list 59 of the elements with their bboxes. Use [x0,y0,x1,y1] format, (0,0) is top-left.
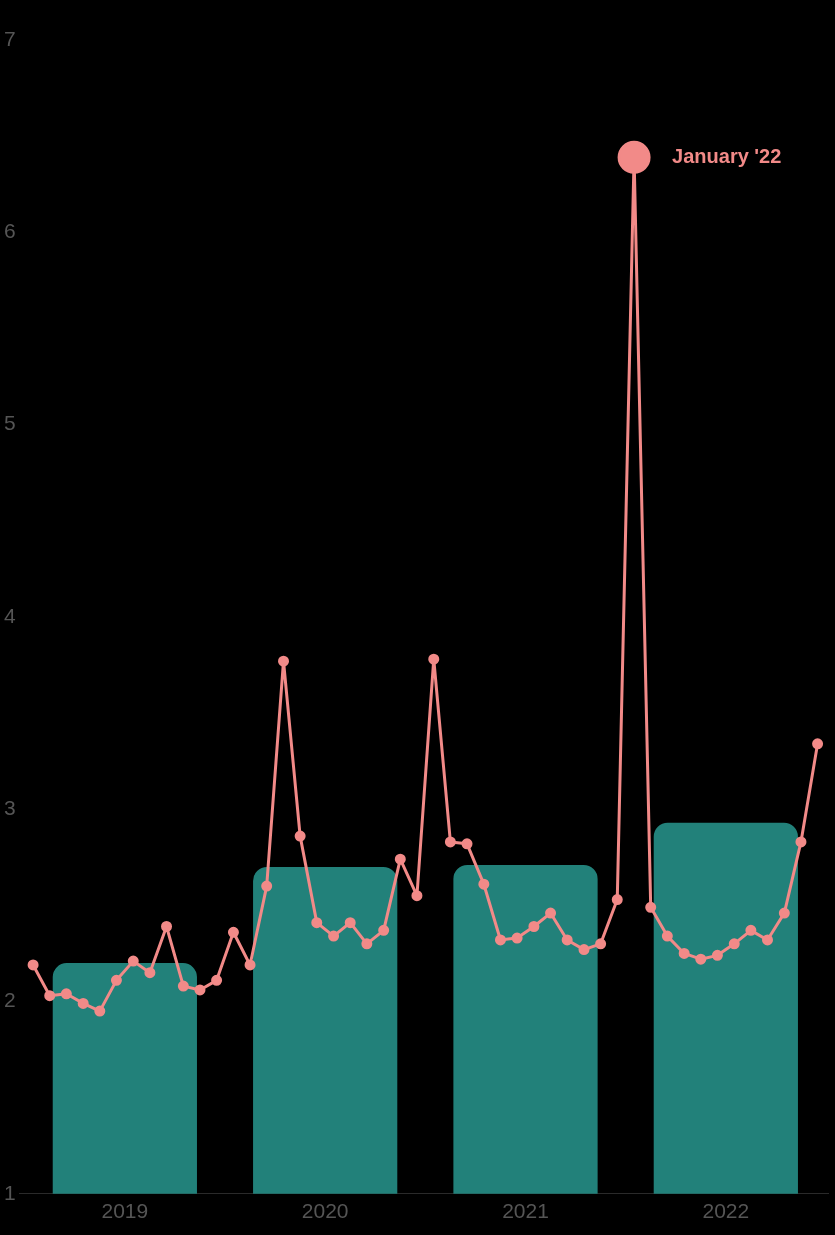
y-tick-label: 6 [3,219,16,243]
point [762,934,773,946]
y-tick-label: 5 [3,411,16,435]
point [728,938,740,950]
point [428,653,440,665]
point [545,907,557,919]
point [444,836,456,848]
point [494,934,506,946]
y-tick-label: 1 [3,1180,16,1204]
point [695,953,707,965]
point [177,980,189,992]
point [595,938,607,950]
x-tick-label: 2019 [101,1199,149,1223]
x-tick-label: 2022 [702,1199,750,1223]
point [294,830,306,842]
point [394,853,406,865]
point [144,967,156,979]
y-tick-label: 2 [3,988,16,1012]
point [60,988,72,1000]
point [211,974,223,986]
point [311,917,323,929]
point [812,738,824,750]
point [194,984,206,996]
point [511,932,523,944]
point [161,921,173,932]
point [611,894,623,906]
point [27,959,39,971]
point [227,926,239,938]
point [344,917,356,929]
point [645,901,657,913]
point [127,955,139,967]
point [328,930,340,942]
point [561,934,573,946]
y-tick-label: 4 [3,603,16,627]
annotation: January '22 [672,144,782,167]
point [261,880,273,892]
point [44,990,56,1002]
point [378,924,390,936]
point [778,907,790,919]
y-tick-label: 3 [3,796,16,819]
point [77,997,89,1009]
point [661,930,673,942]
point [110,974,122,986]
x-tick-label: 2020 [301,1199,349,1223]
point [478,878,490,890]
point [94,1005,106,1017]
point [244,959,256,971]
point [361,938,373,950]
point [678,947,690,959]
point [711,949,723,961]
point [795,836,807,848]
point [528,921,540,932]
y-tick-label: 7 [3,26,16,50]
point [461,838,473,850]
x-tick-label: 2021 [502,1199,549,1223]
point [278,655,290,667]
point [745,924,757,936]
point [411,890,423,902]
point [578,944,590,956]
